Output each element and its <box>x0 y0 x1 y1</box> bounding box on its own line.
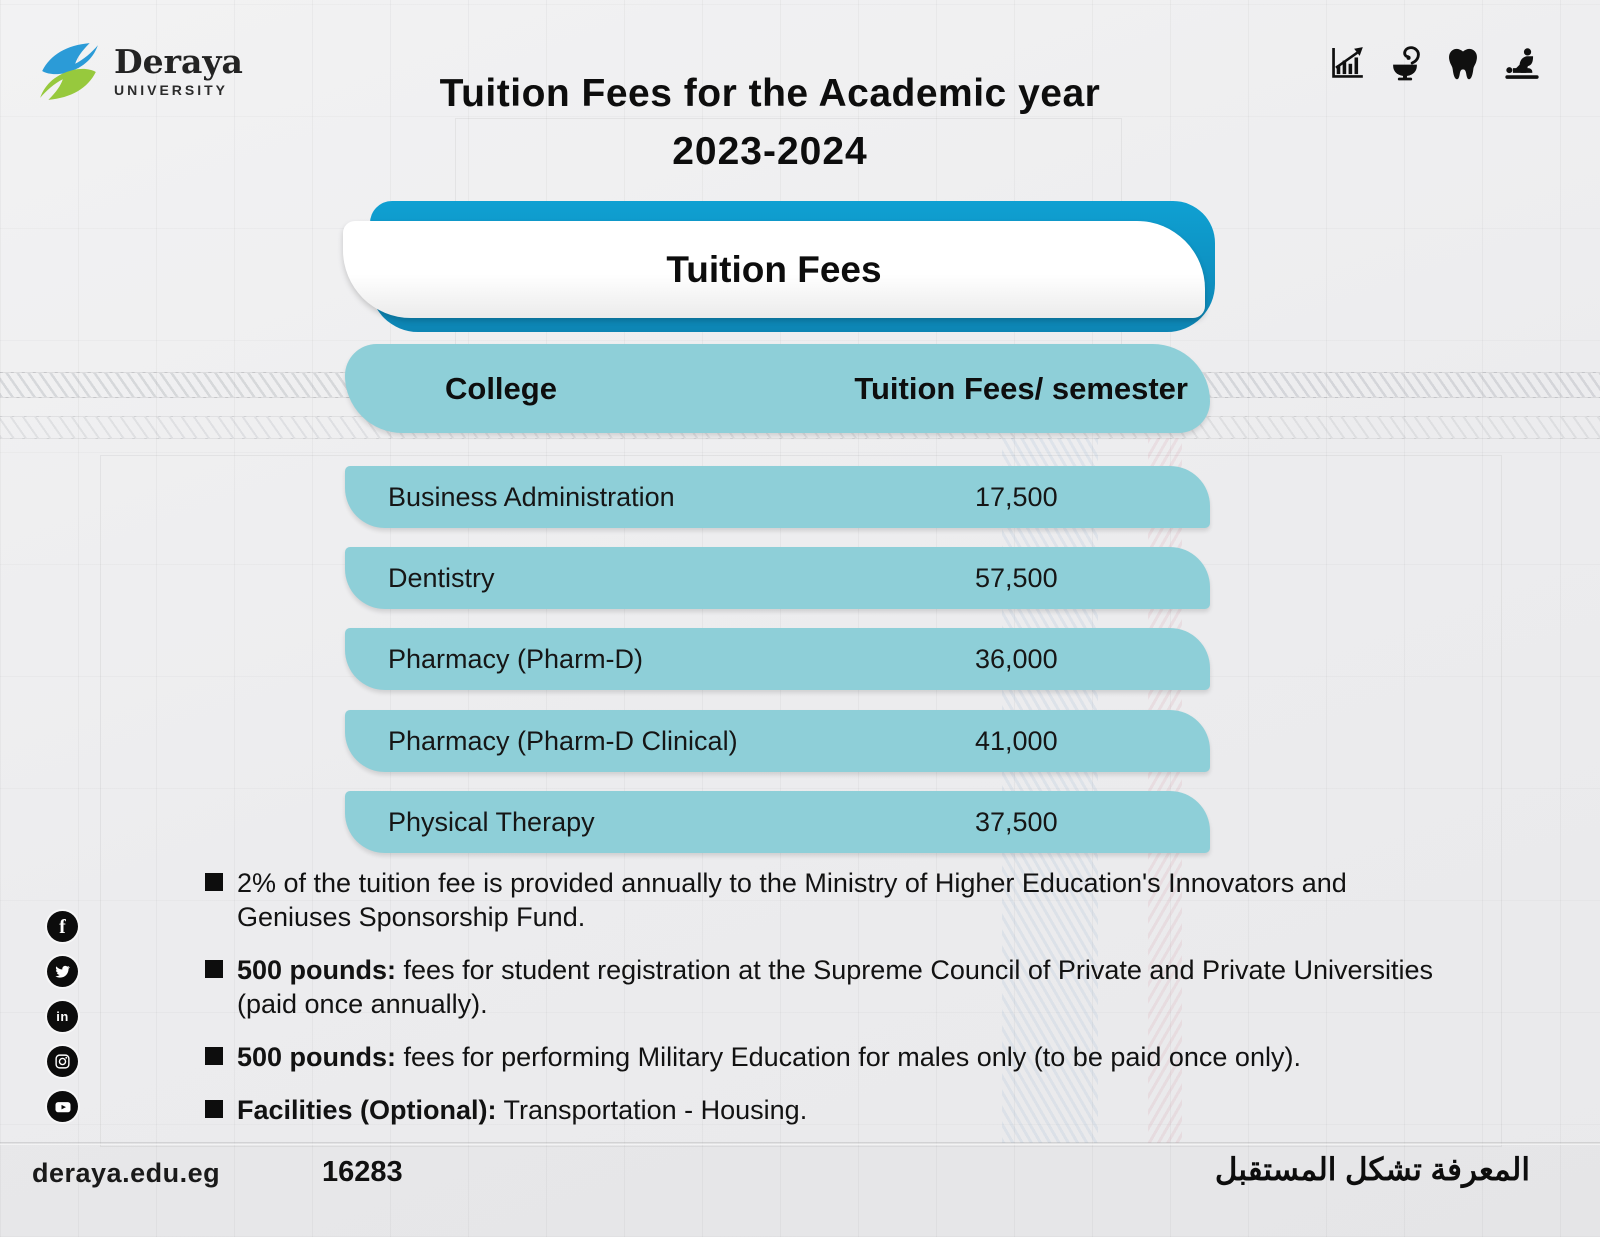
note-bold: 500 pounds: <box>237 955 397 986</box>
note-text: 2% of the tuition fee is provided annual… <box>237 868 1347 933</box>
note-bold: Facilities (Optional): <box>237 1095 497 1126</box>
background-outline <box>100 455 1502 1147</box>
note-text: fees for student registration at the Sup… <box>237 955 1434 1020</box>
facebook-icon[interactable]: f <box>47 911 78 942</box>
logo-swoosh-icon <box>40 43 98 100</box>
college-name: Pharmacy (Pharm-D Clinical) <box>388 725 738 756</box>
brand-name: Deraya <box>114 41 243 81</box>
website-url[interactable]: deraya.edu.eg <box>32 1158 221 1188</box>
note-item: Facilities (Optional): Transportation - … <box>205 1093 1460 1127</box>
footer-divider <box>0 1142 1600 1145</box>
column-header-college: College <box>445 370 557 406</box>
table-row: Dentistry 57,500 <box>345 547 1210 609</box>
twitter-icon[interactable] <box>47 956 78 987</box>
faculty-icons <box>1328 44 1542 82</box>
note-item: 500 pounds: fees for performing Military… <box>205 1040 1460 1074</box>
banner: Tuition Fees <box>343 221 1205 318</box>
instagram-icon[interactable] <box>47 1046 78 1077</box>
table-row: Physical Therapy 37,500 <box>345 791 1210 853</box>
college-name: Pharmacy (Pharm-D) <box>388 643 644 674</box>
tooth-icon <box>1449 48 1477 80</box>
hotline-number: 16283 <box>322 1156 403 1188</box>
note-text: fees for performing Military Education f… <box>396 1042 1301 1073</box>
note-text: Transportation - Housing. <box>496 1095 808 1126</box>
fee-value: 36,000 <box>975 643 1058 674</box>
table-row: Pharmacy (Pharm-D) 36,000 <box>345 628 1210 690</box>
college-name: Business Administration <box>388 481 675 512</box>
title-line2: 2023-2024 <box>672 130 868 173</box>
banner-label: Tuition Fees <box>666 248 882 290</box>
note-item: 500 pounds: fees for student registratio… <box>205 953 1460 1021</box>
fee-value: 41,000 <box>975 725 1058 756</box>
square-bullet-icon <box>205 873 223 891</box>
fee-value: 57,500 <box>975 562 1058 593</box>
square-bullet-icon <box>205 960 223 979</box>
notes-list: 2% of the tuition fee is provided annual… <box>205 866 1460 1127</box>
fee-value: 37,500 <box>975 806 1058 837</box>
table-row: Business Administration 17,500 <box>345 466 1210 528</box>
arabic-slogan: المعرفة تشكل المستقبل <box>1214 1152 1530 1187</box>
college-name: Physical Therapy <box>388 806 595 837</box>
title-line1: Tuition Fees for the Academic year <box>439 72 1101 115</box>
linkedin-icon[interactable]: in <box>47 1001 78 1032</box>
page-title: Tuition Fees for the Academic year 2023-… <box>200 72 1340 174</box>
pharmacy-icon <box>1393 46 1420 81</box>
column-header-fees: Tuition Fees/ semester <box>854 370 1188 406</box>
college-name: Dentistry <box>388 562 495 593</box>
square-bullet-icon <box>205 1100 223 1119</box>
note-item: 2% of the tuition fee is provided annual… <box>205 866 1460 934</box>
table-row: Pharmacy (Pharm-D Clinical) 41,000 <box>345 710 1210 772</box>
square-bullet-icon <box>205 1047 223 1066</box>
university-logo: Deraya UNIVERSITY <box>36 38 243 104</box>
youtube-icon[interactable] <box>47 1091 78 1122</box>
social-links: f in <box>47 911 78 1122</box>
brand-subtitle: UNIVERSITY <box>114 81 229 98</box>
physical-therapy-icon <box>1505 48 1539 79</box>
note-bold: 500 pounds: <box>237 1042 397 1073</box>
table-header: College Tuition Fees/ semester <box>345 344 1210 433</box>
bar-chart-icon <box>1332 47 1363 78</box>
fee-value: 17,500 <box>975 481 1058 512</box>
